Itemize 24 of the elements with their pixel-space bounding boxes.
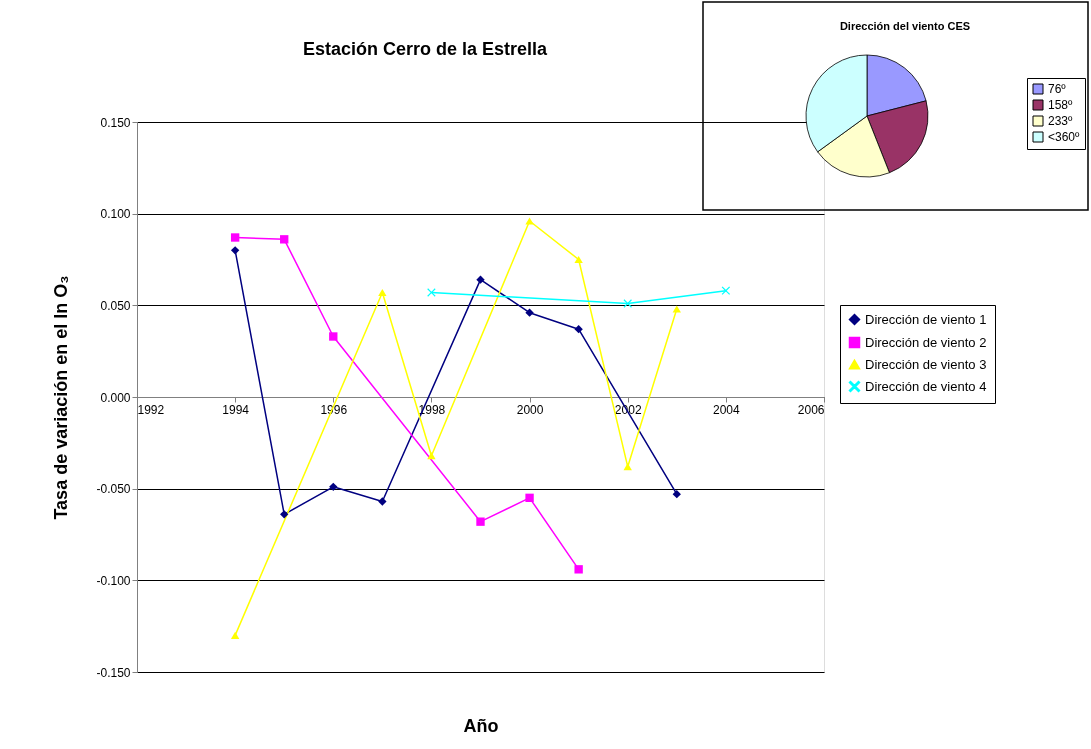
chart-title: Dirección del viento CES bbox=[839, 20, 971, 32]
legend-label: 158º bbox=[1048, 98, 1074, 112]
chart-title: Estación Cerro de la Estrella bbox=[302, 39, 549, 59]
x-tick-label: 1994 bbox=[222, 402, 250, 417]
x-tick-label: 2006 bbox=[797, 402, 825, 417]
x-tick-label: 2004 bbox=[713, 402, 741, 417]
y-axis-title: Tasa de variación en el ln O₃ bbox=[51, 275, 72, 520]
y-tick-label: 0.000 bbox=[100, 390, 131, 405]
y-tick-label: -0.100 bbox=[96, 573, 131, 588]
legend-label: Dirección de viento 4 bbox=[865, 378, 987, 394]
y-tick-label: 0.050 bbox=[100, 298, 131, 313]
x-tick-label: 1992 bbox=[137, 402, 165, 417]
y-tick-label: 0.100 bbox=[100, 207, 131, 222]
legend-label: <360º bbox=[1048, 130, 1081, 144]
y-tick-label: -0.050 bbox=[96, 482, 131, 497]
x-tick-label: 2000 bbox=[516, 402, 544, 417]
x-axis-title: Año bbox=[463, 715, 499, 736]
legend-label: 233º bbox=[1048, 114, 1074, 128]
legend-label: 76º bbox=[1048, 82, 1067, 96]
y-tick-label: -0.150 bbox=[96, 665, 131, 680]
legend-label: Dirección de viento 2 bbox=[865, 334, 987, 350]
legend-label: Dirección de viento 1 bbox=[865, 311, 987, 327]
legend-label: Dirección de viento 3 bbox=[865, 356, 987, 372]
y-tick-label: 0.150 bbox=[100, 115, 131, 130]
